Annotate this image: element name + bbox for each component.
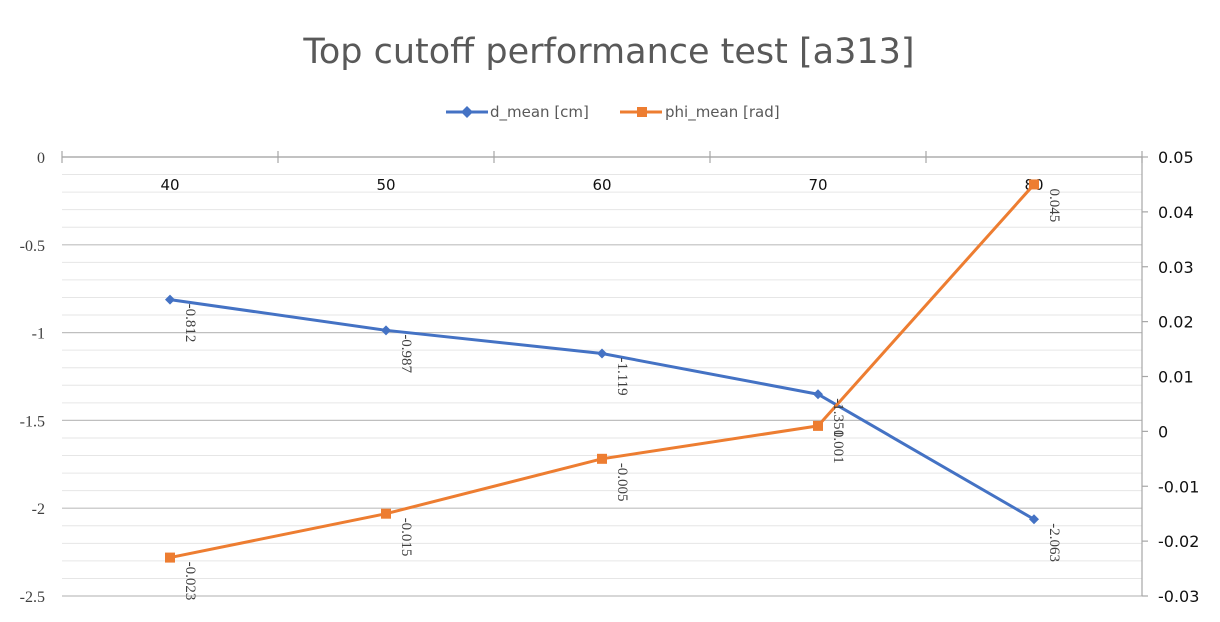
d-mean-data-point [813,389,823,400]
chart-axes: 40506070800-0.5-1-1.5-2-2.50.050.040.030… [20,148,1200,606]
legend-entry-phi-mean: phi_mean [rad] [665,103,780,122]
phi-mean-data-label: 0.001 [830,430,846,464]
chart-legend: d_mean [cm] phi_mean [rad] [446,103,780,122]
d-mean-data-label: -0.812 [182,304,198,343]
right-y-tick-label: -0.02 [1158,532,1199,551]
right-y-tick-label: 0.05 [1158,148,1194,167]
right-y-tick-label: 0.04 [1158,203,1194,222]
phi-mean-series-line [168,182,1036,560]
x-tick-label: 70 [808,176,827,194]
x-tick-label: 40 [160,176,179,194]
legend-diamond-marker [461,106,473,118]
x-tick-label: 50 [376,176,395,194]
d-mean-data-label: -0.987 [398,334,414,373]
d-mean-data-point [165,294,175,305]
left-y-tick-label: -1 [32,326,45,343]
x-tick-label: 60 [592,176,611,194]
phi-mean-data-label: -0.023 [182,562,198,601]
d-mean-data-label: -2.063 [1046,523,1062,562]
d-mean-data-label: -1.351 [830,398,846,437]
phi-mean-data-point [597,453,607,464]
right-y-tick-label: -0.03 [1158,587,1199,606]
d-mean-data-point [381,325,391,336]
phi-mean-data-label: 0.045 [1046,188,1062,222]
right-y-tick-label: 0 [1158,422,1168,441]
left-y-tick-label: 0 [37,150,45,167]
d-mean-data-point [597,348,607,359]
data-labels: -0.812 -0.987 -1.119 -1.351 -2.063 -0.023 -0.0… [182,188,1062,600]
phi-mean-data-point [165,552,175,563]
left-y-tick-label: -2.5 [20,589,45,606]
legend-entry-d-mean: d_mean [cm] [490,103,589,122]
right-y-tick-label: 0.03 [1158,258,1194,277]
right-y-tick-label: 0.01 [1158,368,1194,387]
phi-mean-data-point [1029,179,1039,190]
grid-lines [62,156,1142,597]
phi-mean-data-label: -0.015 [398,518,414,557]
right-y-tick-label: -0.01 [1158,477,1199,496]
legend-square-marker [637,107,647,117]
d-mean-data-point [1029,514,1039,525]
phi-mean-data-point [381,508,391,519]
phi-mean-data-point [813,420,823,431]
right-y-tick-label: 0.02 [1158,313,1194,332]
left-y-tick-label: -1.5 [20,413,45,430]
left-y-tick-label: -2 [32,501,45,518]
d-mean-data-label: -1.119 [614,357,630,395]
phi-mean-data-label: -0.005 [614,463,630,502]
data-series [165,179,1039,563]
chart-title: Top cutoff performance test [a313] [302,32,914,72]
left-y-tick-label: -0.5 [20,238,45,255]
